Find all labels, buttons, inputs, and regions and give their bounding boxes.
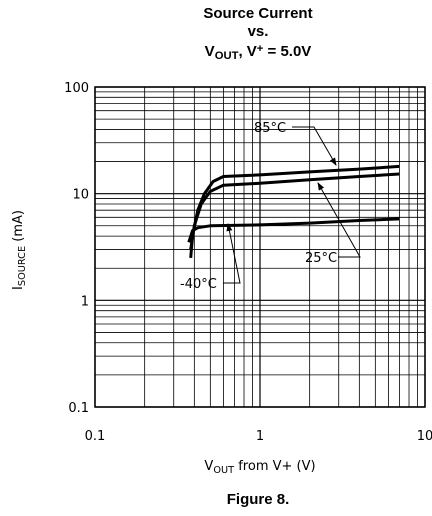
label-part: SOURCE: [17, 246, 28, 286]
y-tick-label: 100: [64, 81, 89, 96]
series-label: 25°C: [305, 251, 337, 266]
y-tick-label: 10: [72, 188, 89, 203]
label-part: from V+ (V): [234, 459, 315, 474]
label-part: V: [205, 43, 215, 60]
series-line: [189, 172, 400, 250]
plot-frame: [94, 86, 426, 408]
x-tick-label: 10: [417, 429, 432, 444]
y-tick-label: 1: [81, 294, 89, 309]
x-tick-label: 0.1: [85, 429, 106, 444]
y-tick-label: 0.1: [68, 401, 89, 416]
label-part: +: [257, 43, 264, 55]
x-tick-label: 1: [256, 429, 264, 444]
series-label: -40°C: [180, 277, 217, 292]
label: ISOURCE (mA): [11, 210, 28, 290]
label-part: OUT: [213, 465, 234, 476]
chart-title: Source Current: [203, 5, 312, 22]
leader-arrow: [223, 223, 241, 284]
label: VOUT, V+ = 5.0V: [205, 43, 312, 63]
caption: Figure 8.: [227, 491, 290, 508]
chart-title: vs.: [248, 23, 269, 40]
label-part: (mA): [11, 210, 26, 246]
series-label: 85°C: [254, 121, 286, 136]
label: VOUT from V+ (V): [204, 459, 315, 476]
series-line: [187, 217, 400, 243]
label-part: , V: [238, 43, 256, 60]
label-part: OUT: [215, 50, 239, 62]
label-part: I: [11, 286, 26, 290]
label-part: V: [204, 459, 213, 474]
leader-arrow: [317, 182, 361, 258]
leader-arrow: [292, 126, 337, 166]
label-part: = 5.0V: [263, 43, 311, 60]
